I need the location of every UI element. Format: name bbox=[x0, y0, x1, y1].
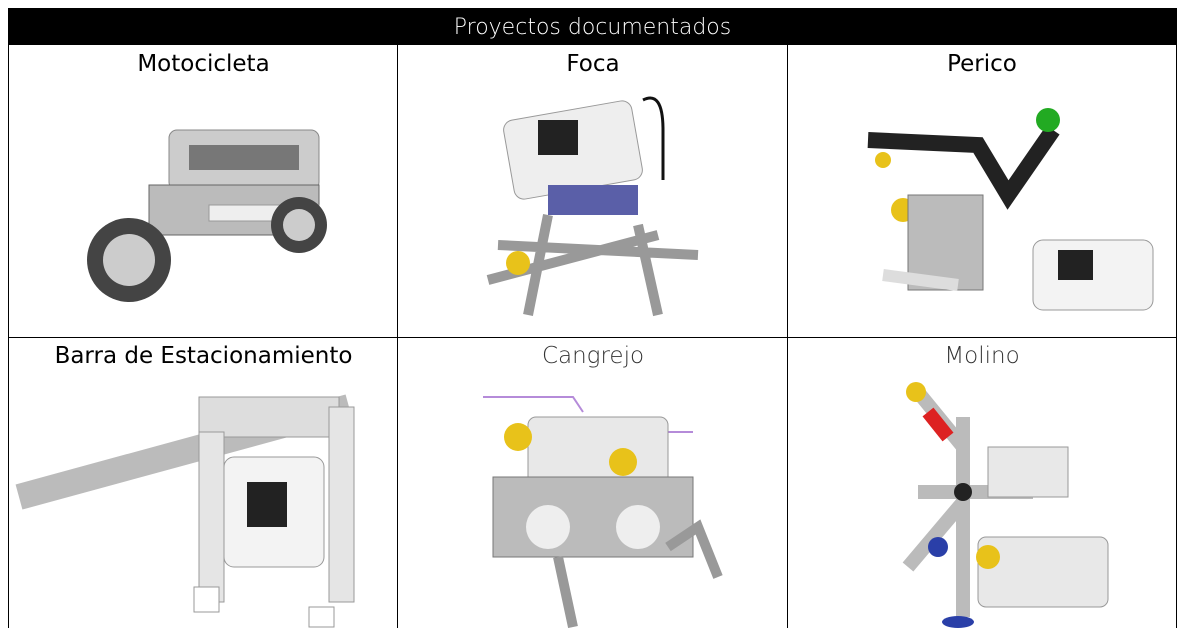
table-cell: Perico bbox=[787, 45, 1177, 338]
robot-image bbox=[87, 129, 327, 302]
robot-image bbox=[486, 96, 699, 317]
robot-image bbox=[902, 382, 1109, 628]
table-cell: Cangrejo bbox=[397, 337, 788, 628]
cell-label: Perico bbox=[947, 51, 1017, 77]
cell-label: Cangrejo bbox=[541, 343, 645, 369]
cell-label: Barra de Estacionamiento bbox=[54, 343, 353, 369]
table-title: Proyectos documentados bbox=[8, 8, 1177, 45]
table-cell: Molino bbox=[787, 337, 1177, 628]
robot-image bbox=[15, 394, 355, 628]
table-cell: Barra de Estacionamiento bbox=[8, 337, 398, 628]
cell-label: Foca bbox=[566, 51, 620, 77]
cell-label: Motocicleta bbox=[137, 51, 270, 77]
table-cell: Foca bbox=[397, 45, 788, 338]
robot-image bbox=[867, 108, 1154, 311]
cell-label: Molino bbox=[944, 343, 1020, 369]
robot-image bbox=[483, 396, 723, 628]
table-cell: Motocicleta bbox=[8, 45, 398, 338]
